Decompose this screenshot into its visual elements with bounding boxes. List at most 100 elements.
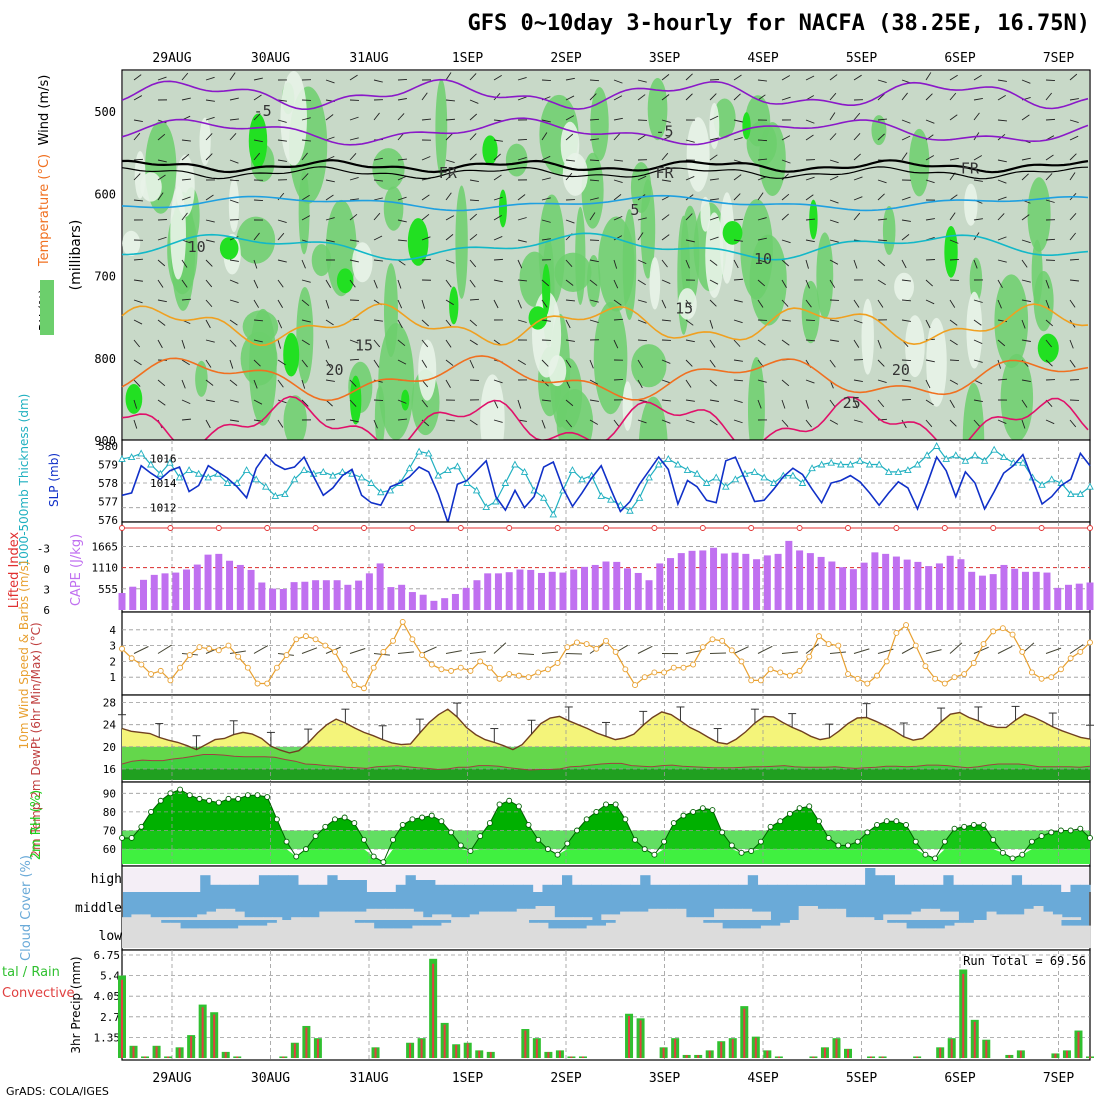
thickness-point	[194, 469, 203, 477]
wind-speed-point	[322, 642, 329, 649]
wind-barb	[733, 174, 742, 181]
wind-barb	[613, 179, 623, 184]
wind-barb	[277, 419, 284, 428]
precip-conv-bar	[743, 1008, 746, 1058]
precip-conv-bar	[178, 1047, 181, 1058]
wind-barb	[253, 645, 269, 654]
cloud-cell	[535, 906, 546, 920]
wind-barb	[493, 236, 503, 241]
cloud-cell	[693, 920, 704, 948]
wind-tick: 3	[109, 640, 116, 653]
wind-barb	[469, 651, 486, 654]
wind-barb	[925, 359, 935, 363]
wind-barb	[709, 379, 718, 387]
wind-barb	[805, 134, 814, 141]
wind-speed-point	[583, 641, 590, 647]
precip-axis-label: 3hr Precip (mm)	[69, 956, 83, 1053]
rh2m-point	[119, 835, 125, 841]
wind-barb	[493, 419, 503, 423]
wind-barb	[565, 77, 575, 81]
wind-barb	[493, 74, 502, 81]
rh-saturated-patch	[722, 220, 743, 245]
rh-moist-patch	[816, 232, 834, 319]
wind-barb	[181, 279, 188, 288]
wind-speed-point	[215, 647, 222, 654]
wind-barb	[205, 259, 213, 267]
wind-barb	[445, 159, 455, 163]
rh-dry-patch	[199, 117, 211, 166]
rh2m-point	[419, 814, 426, 821]
rh-dry-patch	[964, 183, 978, 226]
cloud-cell	[413, 911, 424, 920]
wind-barb	[493, 642, 507, 654]
thickness-point	[338, 467, 347, 475]
cloud-cell	[334, 920, 346, 948]
wind-barb	[613, 215, 623, 221]
cloud-cell	[954, 922, 965, 948]
rh-dry-patch	[140, 172, 162, 202]
cape-bar	[236, 564, 244, 610]
wind-barb	[181, 418, 192, 421]
cloud-cell	[1041, 884, 1052, 892]
precip-conv-bar	[962, 973, 965, 1058]
rh2m-point	[883, 818, 890, 825]
wind-barb	[733, 299, 743, 303]
rh2m-point	[864, 829, 871, 836]
precip-conv-bar	[581, 1056, 584, 1058]
cloud-cell	[714, 908, 724, 920]
wind-barb	[565, 259, 573, 267]
cloud-cell	[911, 911, 922, 920]
cloud-cell	[499, 920, 510, 948]
wind-barb	[1021, 419, 1026, 429]
rh2m-point	[845, 842, 851, 849]
precip-conv-bar	[835, 1039, 838, 1058]
cloud-cell	[1080, 925, 1091, 948]
rh2m-point	[728, 842, 735, 849]
wind-barb	[229, 319, 238, 326]
wind-barb	[1069, 258, 1080, 261]
wind-barb	[661, 214, 670, 221]
cloud-cell	[944, 925, 955, 948]
wind-barb	[229, 379, 238, 386]
thickness-point	[1019, 458, 1027, 466]
cloud-cell	[199, 928, 210, 948]
cape-bar	[968, 571, 976, 610]
wind-barb	[973, 97, 983, 101]
wind-barb	[781, 259, 790, 267]
wind-barb	[349, 239, 359, 242]
wind-barb	[469, 199, 480, 202]
wind-barb	[541, 177, 551, 181]
wind-speed-point	[332, 648, 338, 655]
wind-barb	[277, 299, 283, 308]
wind-barb	[949, 259, 960, 261]
precip-tick: 2.7	[100, 1011, 120, 1024]
cloud-cell	[747, 875, 759, 892]
cape-bar	[753, 559, 761, 610]
cloud-cell	[855, 884, 866, 892]
cape-bar	[591, 564, 599, 610]
wind-barb	[493, 215, 502, 221]
wind-speed-point	[1077, 648, 1084, 655]
wind-barb	[373, 179, 383, 182]
rh2m-point	[796, 805, 803, 812]
precip-conv-bar	[823, 1047, 826, 1058]
cape-bar	[946, 555, 954, 610]
cloud-cell	[935, 928, 946, 948]
cape-bar	[226, 560, 234, 610]
cloud-cell	[712, 922, 723, 948]
precip-conv-bar	[478, 1050, 481, 1058]
cloud-cell	[434, 884, 446, 892]
wind-barb	[133, 158, 144, 161]
wind-speed-point	[380, 648, 387, 655]
wind-barb	[1045, 299, 1050, 309]
rh-dry-patch	[562, 152, 588, 196]
wind-barb	[1021, 259, 1028, 268]
wind-speed-point	[128, 655, 135, 662]
wind-barb	[757, 399, 762, 409]
wind-barb	[349, 116, 359, 121]
wind-barb	[277, 139, 287, 142]
wind-barb	[133, 419, 138, 429]
wind-speed-point	[728, 647, 735, 654]
wind-barb	[301, 647, 318, 654]
wind-barb	[685, 419, 695, 424]
